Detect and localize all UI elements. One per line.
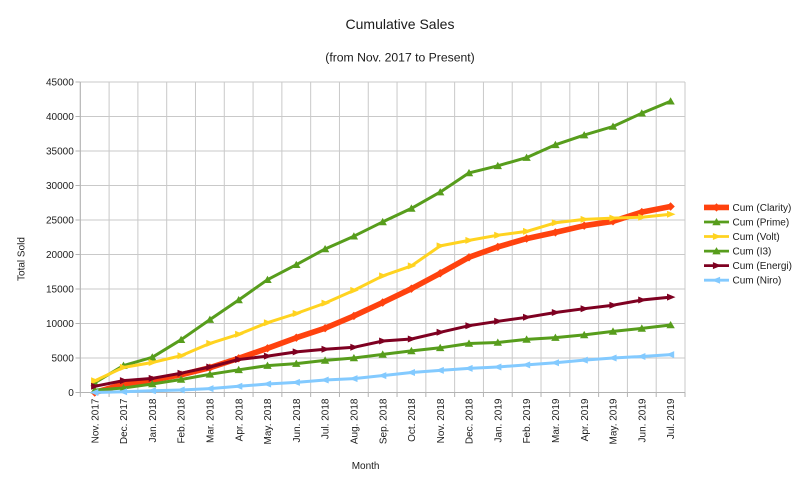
svg-text:25000: 25000: [46, 215, 74, 226]
svg-text:30000: 30000: [46, 181, 74, 192]
svg-text:10000: 10000: [46, 319, 74, 330]
svg-text:Cum (Clarity): Cum (Clarity): [733, 203, 792, 214]
svg-text:Dec. 2017: Dec. 2017: [119, 398, 130, 444]
svg-text:45000: 45000: [46, 77, 74, 88]
svg-text:Sep. 2018: Sep. 2018: [378, 398, 389, 444]
svg-text:Nov. 2017: Nov. 2017: [90, 398, 101, 443]
svg-text:Cum (I3): Cum (I3): [733, 247, 772, 258]
svg-text:40000: 40000: [46, 112, 74, 123]
svg-text:Jan. 2019: Jan. 2019: [493, 398, 504, 442]
svg-text:0: 0: [68, 388, 74, 399]
svg-text:Cum (Prime): Cum (Prime): [733, 218, 790, 229]
svg-text:Oct. 2018: Oct. 2018: [407, 398, 418, 442]
svg-text:Feb. 2018: Feb. 2018: [177, 398, 188, 443]
svg-text:Aug. 2018: Aug. 2018: [350, 398, 361, 444]
svg-text:Total Sold: Total Sold: [17, 237, 28, 281]
svg-text:Jul. 2018: Jul. 2018: [321, 398, 332, 439]
svg-text:Mar. 2018: Mar. 2018: [206, 398, 217, 443]
svg-text:Cum (Energi): Cum (Energi): [733, 261, 792, 272]
svg-text:Jul. 2019: Jul. 2019: [666, 398, 677, 439]
svg-text:Jun. 2018: Jun. 2018: [292, 398, 303, 442]
svg-text:Nov. 2018: Nov. 2018: [436, 398, 447, 443]
svg-text:Jan. 2018: Jan. 2018: [148, 398, 159, 442]
svg-text:Jun. 2019: Jun. 2019: [637, 398, 648, 442]
svg-text:Mar. 2019: Mar. 2019: [551, 398, 562, 443]
svg-text:Cum (Volt): Cum (Volt): [733, 232, 780, 243]
svg-text:20000: 20000: [46, 250, 74, 261]
svg-text:Apr. 2018: Apr. 2018: [234, 398, 245, 441]
svg-text:May. 2019: May. 2019: [609, 398, 620, 444]
svg-text:5000: 5000: [52, 353, 75, 364]
svg-text:May. 2018: May. 2018: [263, 398, 274, 444]
svg-text:Month: Month: [352, 461, 380, 472]
svg-text:Dec. 2018: Dec. 2018: [465, 398, 476, 444]
svg-text:(from Nov. 2017 to Present): (from Nov. 2017 to Present): [325, 51, 474, 65]
svg-text:Cumulative Sales: Cumulative Sales: [346, 16, 455, 32]
svg-text:35000: 35000: [46, 146, 74, 157]
svg-text:Feb. 2019: Feb. 2019: [522, 398, 533, 443]
svg-text:Apr. 2019: Apr. 2019: [580, 398, 591, 441]
svg-text:15000: 15000: [46, 284, 74, 295]
svg-text:Cum (Niro): Cum (Niro): [733, 276, 782, 287]
